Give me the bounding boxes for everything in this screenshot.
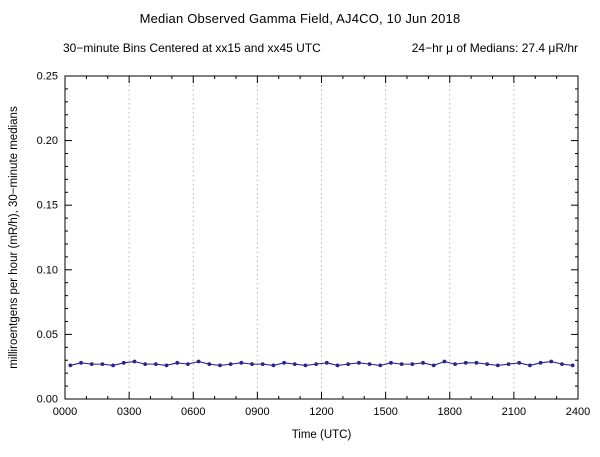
data-point: [421, 360, 425, 365]
data-point: [111, 363, 115, 368]
plot-frame: [64, 75, 579, 400]
x-tick-label: 0600: [181, 406, 205, 418]
x-tick-label: 2100: [502, 406, 526, 418]
data-point: [453, 362, 457, 367]
subtitle-mean-label: 24−hr μ of Medians: 27.4 μR/hr: [411, 41, 578, 55]
x-tick-label: 0300: [117, 406, 141, 418]
data-point: [495, 363, 500, 368]
data-point: [538, 360, 543, 365]
chart-subtitle: 30−minute Bins Centered at xx15 and xx45…: [63, 41, 578, 55]
x-tick-label: 2400: [566, 406, 590, 418]
data-point: [143, 362, 148, 367]
y-tick-label: 0.05: [37, 329, 58, 341]
data-point: [442, 359, 447, 364]
data-point: [389, 360, 393, 365]
y-tick-label: 0.00: [37, 394, 58, 406]
data-point: [68, 363, 73, 368]
data-point: [367, 362, 372, 367]
data-point: [357, 360, 361, 365]
x-tick-label: 1800: [438, 406, 462, 418]
data-point: [239, 360, 244, 365]
data-point: [410, 362, 415, 367]
data-point: [560, 362, 564, 367]
data-point: [207, 362, 212, 367]
data-point: [528, 363, 532, 368]
page-title: Median Observed Gamma Field, AJ4CO, 10 J…: [139, 11, 461, 26]
data-point: [324, 360, 329, 365]
y-tick-label: 0.25: [37, 71, 58, 83]
data-point: [260, 362, 265, 367]
data-point: [292, 362, 297, 367]
x-tick-label: 0900: [245, 406, 269, 418]
x-tick-label: 0000: [53, 406, 77, 418]
data-point: [175, 360, 180, 365]
data-point: [218, 363, 222, 368]
data-point: [303, 363, 308, 368]
data-point: [474, 360, 479, 365]
x-tick-label: 1500: [373, 406, 397, 418]
data-point: [335, 363, 340, 368]
y-tick-label: 0.10: [37, 264, 58, 276]
data-point: [100, 362, 105, 367]
data-point: [399, 362, 404, 367]
data-point: [89, 362, 94, 367]
data-point: [378, 363, 383, 368]
data-point: [196, 359, 201, 364]
data-point: [153, 362, 158, 367]
data-point: [121, 360, 126, 365]
y-tick-label: 0.20: [37, 135, 58, 147]
x-tick-label: 1200: [309, 406, 333, 418]
data-point: [271, 363, 276, 368]
data-point: [250, 362, 254, 367]
subtitle-bins-label: 30−minute Bins Centered at xx15 and xx45…: [63, 41, 321, 55]
y-axis-label: milliroentgens per hour (mR/h), 30−minut…: [8, 106, 20, 369]
data-point: [79, 360, 83, 365]
data-point: [570, 363, 575, 368]
data-point: [431, 363, 436, 368]
data-point: [132, 359, 137, 364]
data-point: [549, 359, 554, 364]
y-tick-label: 0.15: [37, 200, 58, 212]
data-point: [186, 362, 190, 367]
x-axis-label: Time (UTC): [292, 429, 352, 441]
data-point: [506, 362, 511, 367]
data-point: [228, 362, 233, 367]
data-point: [485, 362, 490, 367]
data-point: [282, 360, 286, 365]
data-point: [314, 362, 319, 367]
data-point: [164, 363, 169, 368]
data-point: [517, 360, 522, 365]
data-point: [463, 360, 468, 365]
data-point: [346, 362, 351, 367]
